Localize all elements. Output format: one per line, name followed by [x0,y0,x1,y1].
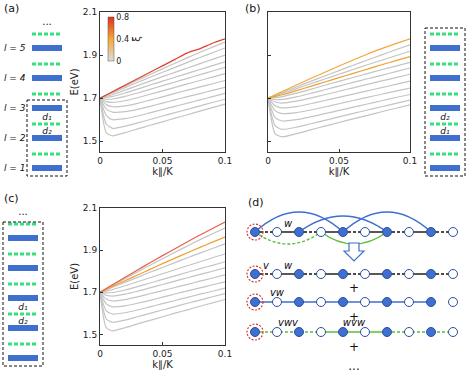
svg-text:k∥/K: k∥/K [152,359,173,371]
svg-text:l = 3: l = 3 [4,103,26,113]
svg-text:l = 5: l = 5 [4,43,26,53]
svg-text:w: w [284,218,293,229]
svg-text:0.8: 0.8 [116,13,129,22]
svg-text:(c): (c) [4,192,19,205]
svg-text:k∥/K: k∥/K [152,166,173,178]
svg-text:w: w [284,260,293,271]
svg-text:0.1: 0.1 [403,156,417,166]
svg-text:0.4: 0.4 [116,35,129,44]
svg-text:0: 0 [97,156,103,166]
svg-text:1.9: 1.9 [83,245,98,255]
svg-text:0.05: 0.05 [152,349,172,359]
svg-text:d₂: d₂ [440,112,450,122]
svg-text:(d): (d) [248,196,264,209]
svg-text:0: 0 [97,349,103,359]
svg-text:l = 2: l = 2 [4,133,26,143]
svg-text:1.5: 1.5 [83,330,97,340]
svg-text:vw: vw [270,287,285,298]
svg-text:1.5: 1.5 [83,136,97,146]
svg-text:1.7: 1.7 [83,287,97,297]
svg-text:2.1: 2.1 [83,203,97,213]
svg-text:d₂: d₂ [18,316,28,326]
svg-text:+: + [349,281,359,295]
svg-text:d₂: d₂ [42,126,52,136]
svg-text:2.1: 2.1 [83,7,97,17]
svg-text:1.7: 1.7 [83,93,97,103]
svg-text:...: ... [42,16,52,27]
svg-text:0.05: 0.05 [329,156,349,166]
svg-text:0.1: 0.1 [218,156,232,166]
svg-text:...: ... [348,359,359,373]
svg-text:v: v [263,260,270,271]
svg-text:wvw: wvw [343,317,366,328]
svg-text:k∥/K: k∥/K [329,166,350,178]
svg-text:+: + [349,310,359,324]
svg-text:ξ: ξ [131,36,142,42]
svg-text:d₁: d₁ [42,112,52,122]
svg-text:...: ... [18,206,28,217]
svg-text:vwv: vwv [278,317,299,328]
svg-text:E(eV): E(eV) [69,68,80,95]
svg-text:1.9: 1.9 [83,50,98,60]
svg-text:d₁: d₁ [18,302,28,312]
svg-text:0.1: 0.1 [218,349,232,359]
svg-text:E(eV): E(eV) [69,263,80,290]
svg-text:0: 0 [116,57,121,66]
svg-text:l = 4: l = 4 [4,73,26,83]
svg-text:d₁: d₁ [440,126,450,136]
svg-text:l = 1: l = 1 [4,163,26,173]
svg-text:(b): (b) [245,2,261,15]
svg-text:0: 0 [265,156,271,166]
svg-text:0.05: 0.05 [152,156,172,166]
svg-text:+: + [349,340,359,354]
svg-text:(a): (a) [4,2,19,15]
